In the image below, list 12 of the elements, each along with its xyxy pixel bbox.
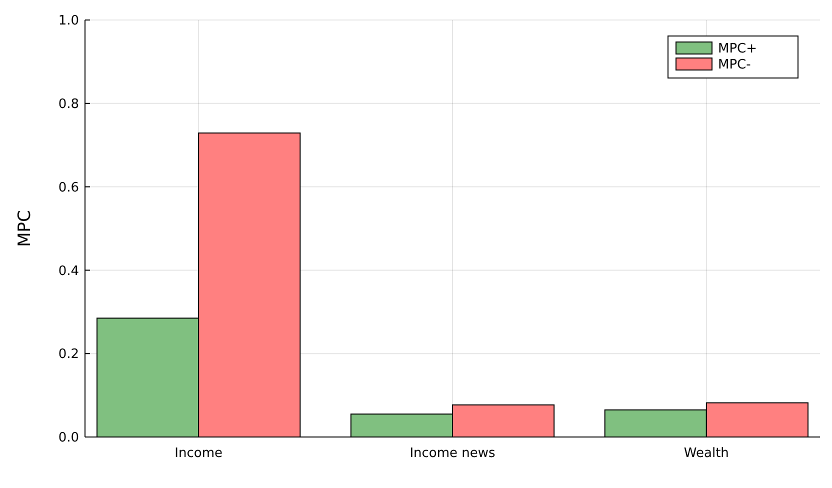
legend-label: MPC-	[718, 58, 752, 73]
legend-label: MPC+	[718, 42, 758, 57]
y-axis-title: MPC	[15, 210, 35, 247]
x-tick-label: Income news	[410, 446, 496, 461]
y-tick-label: 1.0	[58, 14, 79, 29]
y-tick-label: 0.2	[58, 347, 79, 362]
y-tick-label: 0.4	[58, 264, 79, 279]
y-tick-label: 0.6	[58, 180, 79, 196]
y-tick-label: 0.0	[58, 430, 79, 446]
x-tick-label: Income	[174, 446, 222, 461]
y-tick-label: 0.8	[58, 96, 79, 112]
x-tick-label: Wealth	[684, 446, 729, 461]
